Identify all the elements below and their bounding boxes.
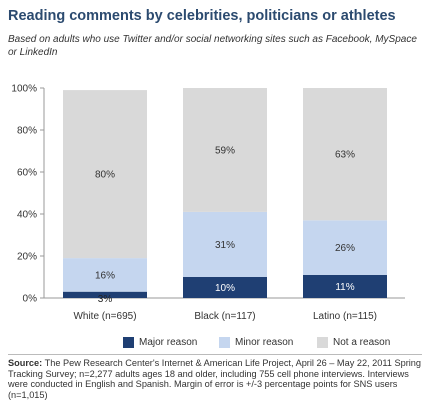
legend-item-minor-reason: Minor reason bbox=[219, 337, 293, 348]
source-note: Source: The Pew Research Center's Intern… bbox=[8, 358, 424, 400]
x-tick-label: Black (n=117) bbox=[194, 311, 255, 322]
bar-segment-major-reason bbox=[303, 274, 387, 298]
legend-swatch-not-a-reason bbox=[317, 337, 328, 348]
y-tick-label: 60% bbox=[17, 168, 37, 179]
y-tick-label: 80% bbox=[17, 126, 37, 137]
bar-segment-not-a-reason bbox=[63, 90, 147, 259]
y-tick-label: 100% bbox=[11, 84, 37, 95]
y-tick-label: 0% bbox=[23, 294, 38, 305]
stacked-bar-chart: 0% 20% 40% 60% 80% 100% 3% 16% 80% White (n=695)… bbox=[11, 84, 405, 322]
source-label: Source: bbox=[8, 358, 43, 368]
bar-segment-major-reason bbox=[183, 277, 267, 298]
data-label: 31% bbox=[215, 240, 235, 251]
legend-label-not-a-reason: Not a reason bbox=[333, 337, 391, 348]
data-label: 63% bbox=[335, 150, 355, 161]
chart-subtitle: Based on adults who use Twitter and/or s… bbox=[8, 34, 417, 58]
y-tick-label: 20% bbox=[17, 252, 37, 263]
source-text: The Pew Research Center's Internet & Ame… bbox=[8, 358, 422, 400]
x-tick-label: Latino (n=115) bbox=[313, 311, 377, 322]
legend-label-major-reason: Major reason bbox=[139, 337, 198, 348]
legend-swatch-major-reason bbox=[123, 337, 134, 348]
legend-item-major-reason: Major reason bbox=[123, 337, 197, 348]
data-label: 26% bbox=[335, 243, 355, 254]
bar-segment-major-reason bbox=[63, 291, 147, 298]
legend-label-minor-reason: Minor reason bbox=[235, 337, 294, 348]
footer-divider bbox=[8, 354, 422, 355]
chart-title: Reading comments by celebrities, politic… bbox=[8, 8, 396, 24]
bar-segment-not-a-reason bbox=[183, 88, 267, 212]
bar-segment-minor-reason bbox=[63, 258, 147, 292]
bar-segment-not-a-reason bbox=[303, 88, 387, 221]
legend-item-not-a-reason: Not a reason bbox=[317, 337, 390, 348]
data-label: 80% bbox=[95, 170, 115, 181]
x-tick-label: White (n=695) bbox=[73, 311, 136, 322]
data-label: 3% bbox=[98, 294, 113, 305]
data-label: 10% bbox=[215, 283, 235, 294]
bar-segment-minor-reason bbox=[303, 220, 387, 275]
bar-segment-minor-reason bbox=[183, 211, 267, 277]
chart-legend: Major reason Minor reason Not a reason bbox=[0, 337, 430, 351]
y-tick-label: 40% bbox=[17, 210, 37, 221]
data-label: 16% bbox=[95, 270, 115, 281]
data-label: 11% bbox=[335, 282, 354, 293]
data-label: 59% bbox=[215, 145, 235, 156]
legend-swatch-minor-reason bbox=[219, 337, 230, 348]
